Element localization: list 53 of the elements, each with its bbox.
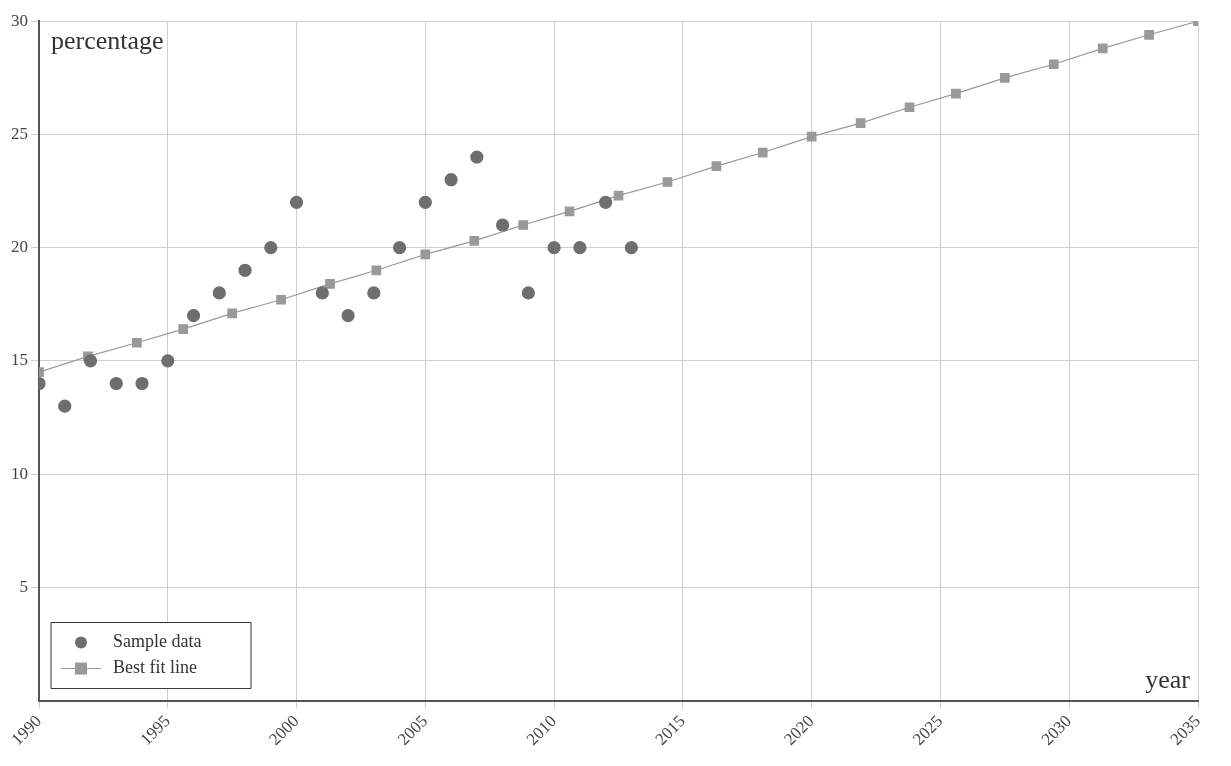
point xyxy=(371,265,382,276)
point xyxy=(178,324,189,335)
point xyxy=(757,147,768,158)
y-tick-label: 15 xyxy=(11,350,28,370)
point xyxy=(367,286,381,300)
point xyxy=(599,195,613,209)
legend-label: Best fit line xyxy=(113,657,197,678)
point xyxy=(1048,59,1059,70)
point xyxy=(238,263,252,277)
y-tick-label: 5 xyxy=(19,576,28,596)
point xyxy=(227,308,238,319)
x-axis-title: year xyxy=(1145,665,1191,695)
point xyxy=(573,241,587,255)
point xyxy=(109,376,123,391)
point xyxy=(186,308,201,323)
point xyxy=(624,241,638,255)
point xyxy=(132,337,142,348)
point xyxy=(904,102,915,113)
point xyxy=(662,177,673,187)
point xyxy=(855,118,866,128)
point xyxy=(951,88,961,99)
point xyxy=(999,72,1010,83)
point xyxy=(420,249,431,260)
point xyxy=(392,241,407,255)
point xyxy=(418,195,432,209)
point xyxy=(58,399,72,413)
y-axis-title: percentage xyxy=(51,26,164,56)
y-tick-label: 30 xyxy=(11,10,28,30)
y-tick-label: 20 xyxy=(11,237,28,257)
legend-label: Sample data xyxy=(113,631,202,652)
point xyxy=(496,218,510,232)
point xyxy=(315,286,329,300)
point xyxy=(444,173,458,187)
point xyxy=(161,354,175,368)
point xyxy=(806,131,817,142)
point xyxy=(470,150,484,164)
point xyxy=(521,286,535,300)
point xyxy=(711,161,722,171)
point xyxy=(264,241,278,255)
y-tick-label: 25 xyxy=(11,123,28,143)
point xyxy=(1144,29,1154,40)
point xyxy=(212,286,226,300)
point xyxy=(289,195,304,209)
point xyxy=(341,308,355,323)
point xyxy=(518,220,529,230)
point xyxy=(547,241,561,255)
point xyxy=(325,279,335,289)
point xyxy=(83,354,98,368)
point xyxy=(469,236,480,246)
point xyxy=(276,294,286,305)
y-tick-label: 10 xyxy=(11,463,28,483)
point xyxy=(1097,43,1108,54)
point xyxy=(135,376,149,391)
